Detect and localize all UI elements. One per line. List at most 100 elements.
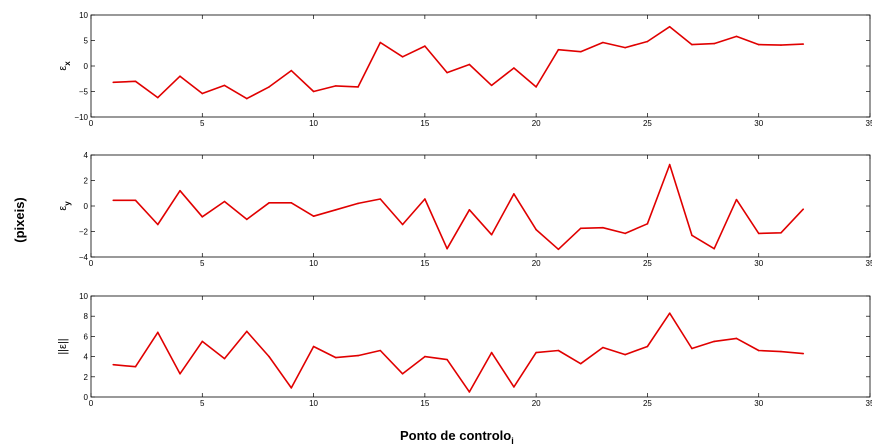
data-point bbox=[179, 75, 181, 77]
data-point bbox=[446, 247, 448, 250]
y-tick-label: 2 bbox=[84, 373, 89, 382]
data-point bbox=[223, 84, 226, 87]
data-point bbox=[357, 354, 359, 357]
data-point bbox=[780, 44, 782, 46]
x-tick-label: 30 bbox=[754, 399, 763, 408]
data-point bbox=[134, 365, 137, 368]
y-axis-label-epsilon-y: εy bbox=[57, 201, 72, 211]
y-tick-label: 5 bbox=[84, 37, 89, 46]
x-tick-label: 10 bbox=[309, 399, 318, 408]
data-point bbox=[424, 45, 426, 47]
data-point bbox=[646, 40, 649, 43]
x-tick-label: 15 bbox=[420, 119, 429, 128]
data-point bbox=[490, 84, 493, 87]
data-point bbox=[335, 356, 337, 359]
data-point bbox=[379, 198, 382, 200]
data-point bbox=[112, 199, 115, 202]
data-point bbox=[156, 96, 159, 99]
data-point bbox=[802, 208, 805, 210]
data-point bbox=[713, 340, 715, 343]
data-point bbox=[468, 391, 471, 393]
y-tick-label: 0 bbox=[84, 202, 89, 211]
data-point bbox=[424, 355, 426, 358]
data-point bbox=[401, 372, 404, 375]
y-axis-label-main: ||ε|| bbox=[57, 338, 69, 354]
data-point bbox=[602, 41, 604, 44]
subplot-epsilon-y: 0 5 10 15 20 25 30 35 −4 −2 0 2 4 εy bbox=[57, 151, 872, 268]
data-point bbox=[557, 349, 560, 352]
y-tick-label: 8 bbox=[84, 312, 89, 321]
x-tick-label: 5 bbox=[200, 399, 205, 408]
y-axis-label-epsilon-norm: ||ε|| bbox=[57, 338, 69, 354]
data-point bbox=[535, 86, 537, 88]
y-tick-label: 6 bbox=[84, 332, 89, 341]
data-point bbox=[201, 216, 204, 218]
x-tick-label: 20 bbox=[532, 119, 541, 128]
data-point bbox=[513, 193, 515, 195]
data-point bbox=[757, 349, 760, 352]
x-tick-label: 35 bbox=[866, 259, 872, 268]
y-tick-label: 4 bbox=[84, 353, 89, 362]
data-point bbox=[713, 247, 715, 250]
y-tick-label: −5 bbox=[79, 88, 89, 97]
data-point bbox=[223, 357, 226, 360]
x-tick-label: 30 bbox=[754, 119, 763, 128]
data-point bbox=[602, 226, 604, 229]
y-axis-label-main: ε bbox=[57, 66, 69, 71]
axes-frame bbox=[90, 295, 871, 398]
x-tick-label: 5 bbox=[200, 259, 205, 268]
data-point bbox=[691, 234, 693, 237]
data-point bbox=[179, 189, 181, 192]
data-point bbox=[735, 198, 738, 201]
data-point bbox=[112, 81, 115, 84]
data-point bbox=[112, 363, 115, 366]
y-axis-label-subscript: y bbox=[63, 201, 72, 206]
data-point bbox=[446, 71, 448, 74]
data-point bbox=[602, 346, 604, 349]
data-point bbox=[691, 43, 693, 46]
x-tick-label: 25 bbox=[643, 259, 652, 268]
data-point bbox=[513, 67, 515, 69]
subplot-epsilon-norm: 0 5 10 15 20 25 30 35 0 2 4 6 8 10 ||ε|| bbox=[57, 292, 872, 408]
data-point bbox=[579, 362, 582, 365]
x-tick-label: 0 bbox=[89, 259, 94, 268]
data-point bbox=[379, 41, 382, 44]
data-point bbox=[335, 209, 337, 211]
data-point bbox=[268, 86, 270, 88]
data-point bbox=[134, 199, 137, 202]
y-axis-label-epsilon-x: εx bbox=[57, 61, 72, 71]
data-point bbox=[357, 86, 359, 88]
data-point bbox=[290, 387, 293, 389]
axes-frame bbox=[90, 14, 871, 118]
x-tick-label: 0 bbox=[89, 119, 94, 128]
data-point bbox=[179, 372, 181, 375]
data-point bbox=[246, 97, 248, 100]
x-tick-label: 20 bbox=[532, 259, 541, 268]
common-y-axis-label: (pixeis) bbox=[12, 197, 27, 243]
data-point bbox=[780, 231, 782, 234]
data-point bbox=[557, 248, 560, 251]
data-point bbox=[513, 386, 515, 388]
x-tick-label: 35 bbox=[866, 399, 872, 408]
x-tick-label: 5 bbox=[200, 119, 205, 128]
data-point bbox=[490, 233, 493, 236]
data-point bbox=[290, 202, 293, 204]
data-point bbox=[401, 56, 404, 58]
y-tick-label: 10 bbox=[79, 11, 88, 20]
data-point bbox=[134, 80, 137, 83]
series-line-epsilon-y bbox=[113, 163, 804, 251]
data-point bbox=[802, 352, 805, 355]
data-point bbox=[290, 69, 293, 72]
data-point bbox=[624, 232, 626, 235]
x-tick-label: 15 bbox=[420, 399, 429, 408]
data-point bbox=[312, 215, 315, 217]
x-tick-label: 10 bbox=[309, 259, 318, 268]
x-tick-label: 10 bbox=[309, 119, 318, 128]
x-tick-label: 20 bbox=[532, 399, 541, 408]
data-point bbox=[446, 358, 448, 361]
x-tick-label: 35 bbox=[866, 119, 872, 128]
x-axis-label-subscript: i bbox=[511, 436, 514, 446]
data-point bbox=[557, 48, 560, 51]
data-point bbox=[757, 232, 760, 235]
data-point bbox=[424, 198, 426, 200]
